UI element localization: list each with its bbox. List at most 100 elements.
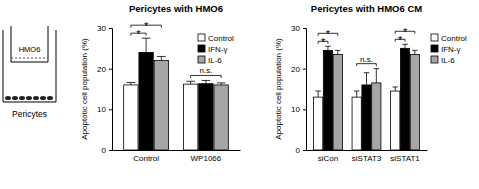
tick-label: WP1066 (191, 154, 222, 163)
legend-item: IFN-γ (431, 45, 461, 54)
axis-line (109, 29, 113, 151)
error-bar (217, 83, 226, 85)
error-bar (142, 38, 151, 52)
x-axis: Control WP1066 (113, 151, 241, 163)
significance-bracket (357, 64, 377, 66)
error-bar (374, 69, 380, 83)
axis-line (307, 150, 428, 151)
legend-item: Control (431, 34, 467, 43)
legend-swatch (431, 56, 438, 63)
annotation: * (403, 26, 408, 38)
annotation: * (136, 28, 141, 40)
bar (314, 97, 323, 150)
tick-label: 30 (291, 24, 300, 33)
tick: 20 (291, 65, 306, 74)
tick-mark (109, 150, 112, 151)
tick-mark (303, 150, 306, 151)
y-axis: 0 10 20 30 (97, 24, 112, 155)
legend-item: IL-6 (198, 56, 222, 65)
cell (19, 96, 25, 100)
tick-mark (109, 69, 112, 70)
axis-line (303, 29, 307, 151)
bar (154, 61, 168, 150)
x-axis: siCon siSTAT3 siSTAT1 (307, 151, 428, 163)
tick: 30 (97, 24, 112, 33)
legend-label: Control (441, 34, 467, 43)
tick-label: 0 (296, 146, 301, 155)
bar (214, 85, 228, 150)
y-axis-title: Apoptotic cell population (%) (274, 38, 283, 140)
schematic: HMO6Pericytes (3, 26, 56, 119)
annotation: n.s. (199, 66, 212, 75)
error-bar (186, 81, 195, 84)
bar (139, 52, 153, 150)
error-bar (315, 91, 321, 97)
title: Pericytes with HMO6 CM (311, 3, 422, 14)
plot-area (124, 38, 229, 150)
annotation: * (326, 28, 331, 40)
bar (333, 54, 342, 150)
tick-label: siSTAT3 (352, 154, 382, 163)
tick-label: 10 (97, 105, 106, 114)
tick: Control (133, 154, 159, 163)
significance-bracket (191, 75, 221, 78)
tick: 30 (291, 24, 306, 33)
legend-swatch (198, 56, 205, 63)
cell (40, 96, 46, 100)
tick: siCon (318, 154, 338, 163)
tick-mark (303, 109, 306, 110)
error-bar (412, 50, 418, 54)
tick: siSTAT3 (352, 154, 382, 163)
axis-line (113, 150, 241, 151)
error-bar (354, 91, 360, 97)
error-bar (392, 87, 398, 91)
legend: Control IFN-γ IL-6 (431, 34, 467, 65)
error-bar (202, 80, 211, 83)
legend-label: IFN-γ (441, 45, 461, 54)
tick: 0 (102, 146, 112, 155)
bar (362, 85, 371, 150)
title: Pericytes with HMO6 (129, 3, 223, 14)
tick-label: siCon (318, 154, 338, 163)
chart: Pericytes with HMO6 Apoptotic cell popula… (80, 3, 241, 163)
annotation: n.s. (360, 55, 373, 64)
cell (47, 96, 53, 100)
membrane (11, 58, 48, 59)
tick-mark (109, 28, 112, 29)
bar (372, 83, 381, 150)
tick: 20 (97, 65, 112, 74)
insert (11, 26, 48, 62)
tick-label: 20 (291, 65, 300, 74)
tick-label: 30 (97, 24, 106, 33)
legend-item: Control (198, 34, 234, 43)
tick: 10 (97, 105, 112, 114)
tick-label: siSTAT1 (390, 154, 420, 163)
tick: siSTAT1 (390, 154, 420, 163)
legend-item: IL-6 (431, 56, 455, 65)
error-bar (127, 82, 136, 84)
tick-mark (303, 69, 306, 70)
error-bar (325, 46, 331, 50)
annotation: * (144, 20, 149, 32)
legend-label: IFN-γ (208, 45, 228, 54)
error-bar (364, 73, 370, 85)
error-bar (402, 44, 408, 48)
bar (391, 91, 400, 150)
tick-label: 10 (291, 105, 300, 114)
legend-swatch (431, 45, 438, 52)
bar (124, 85, 138, 150)
tick: 0 (296, 146, 306, 155)
cell (26, 96, 32, 100)
tick-label: 0 (102, 146, 107, 155)
cell (12, 96, 18, 100)
y-axis: 0 10 20 30 (291, 24, 306, 155)
legend-swatch (198, 45, 205, 52)
diagram-label: HMO6 (19, 45, 41, 54)
legend-label: IL-6 (208, 56, 222, 65)
tick: 10 (291, 105, 306, 114)
legend-swatch (431, 34, 438, 41)
y-axis-title: Apoptotic cell population (%) (80, 38, 89, 140)
figure: HMO6Pericytes Pericytes with HMO6 Apoptoti… (0, 0, 479, 189)
tick: WP1066 (191, 154, 222, 163)
bar (352, 97, 361, 150)
